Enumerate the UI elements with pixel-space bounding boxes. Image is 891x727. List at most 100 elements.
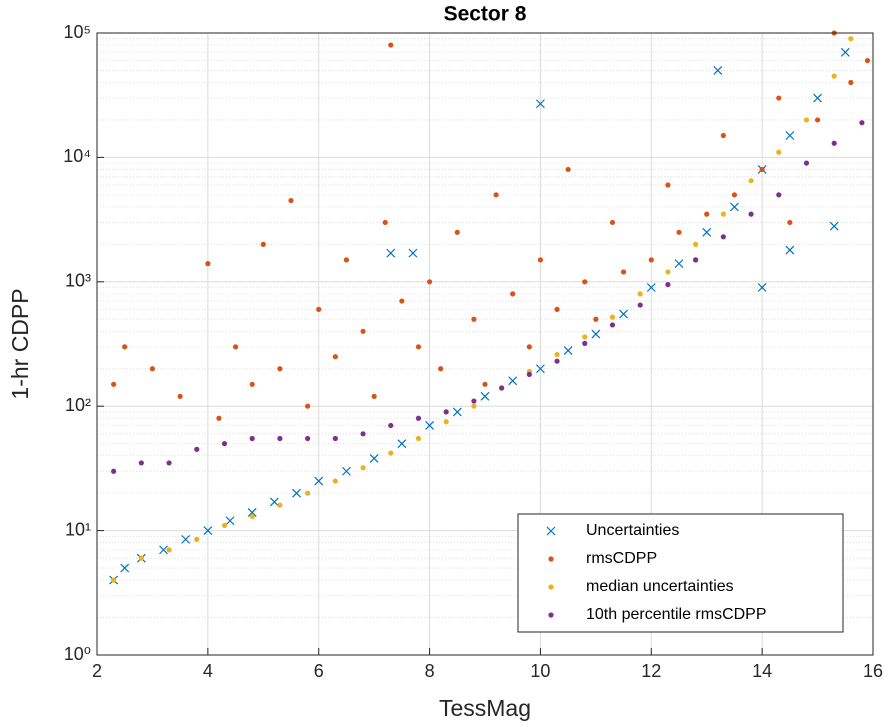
- data-point: [225, 516, 235, 526]
- data-point: [785, 245, 795, 255]
- y-axis-label: 1-hr CDPP: [7, 288, 33, 399]
- data-point: [471, 316, 477, 322]
- x-tick-label: 12: [641, 661, 661, 681]
- data-point: [582, 279, 588, 285]
- axes-frame: [96, 32, 874, 656]
- legend-marker: [546, 526, 556, 536]
- data-point: [159, 545, 168, 555]
- x-tick-label: 6: [314, 661, 324, 681]
- data-point: [776, 95, 782, 101]
- data-point: [232, 344, 239, 350]
- series-1: [111, 30, 871, 421]
- x-tick-label: 2: [92, 661, 102, 681]
- data-point: [194, 446, 200, 452]
- data-point: [637, 302, 643, 308]
- legend-label: median uncertainties: [586, 578, 734, 595]
- legend-label: rmsCDPP: [586, 550, 657, 567]
- data-point: [693, 241, 699, 247]
- data-point: [166, 547, 172, 553]
- data-point: [443, 419, 449, 425]
- data-point: [247, 507, 257, 517]
- data-point: [665, 182, 671, 188]
- series-3: [111, 120, 865, 474]
- legend-marker: [548, 584, 554, 590]
- data-point: [138, 555, 144, 561]
- data-point: [305, 490, 311, 496]
- data-point: [829, 221, 839, 231]
- data-point: [203, 526, 213, 536]
- data-point: [388, 422, 394, 429]
- x-tick-label: 8: [425, 661, 435, 681]
- data-point: [452, 407, 462, 417]
- data-point: [288, 197, 294, 204]
- y-tick-label: 10⁰: [64, 644, 91, 664]
- data-point: [438, 366, 444, 372]
- data-point: [565, 166, 571, 173]
- data-point: [637, 291, 643, 297]
- data-point: [205, 261, 211, 267]
- data-point: [471, 398, 477, 404]
- data-point: [776, 192, 782, 198]
- data-point: [582, 334, 588, 340]
- data-point: [138, 460, 144, 466]
- data-point: [386, 248, 396, 258]
- series-2: [111, 36, 854, 583]
- data-point: [813, 93, 822, 103]
- data-point: [443, 409, 449, 415]
- data-point: [332, 435, 338, 442]
- data-point: [676, 229, 682, 235]
- data-point: [803, 160, 810, 166]
- data-point: [848, 79, 854, 86]
- data-point: [731, 192, 738, 198]
- data-point: [609, 322, 616, 328]
- data-point: [388, 42, 394, 48]
- legend-box: [517, 513, 844, 633]
- y-tick-label: 10³: [65, 271, 91, 291]
- data-point: [609, 314, 616, 320]
- y-tick-label: 10²: [65, 395, 91, 415]
- data-point: [730, 202, 739, 212]
- data-point: [332, 354, 338, 360]
- data-point: [646, 283, 656, 292]
- data-point: [388, 450, 394, 456]
- data-point: [499, 385, 505, 391]
- data-point: [369, 454, 379, 463]
- data-point: [415, 435, 422, 442]
- x-tick-label: 14: [752, 661, 772, 681]
- data-point: [702, 227, 712, 237]
- data-point: [292, 488, 301, 498]
- data-point: [493, 192, 499, 198]
- data-point: [120, 563, 130, 573]
- data-point: [397, 439, 407, 449]
- data-point: [111, 577, 117, 583]
- data-point: [277, 502, 283, 508]
- y-tick-label: 10⁵: [64, 22, 91, 42]
- legend-marker: [548, 556, 554, 562]
- data-point: [360, 465, 366, 471]
- data-point: [720, 234, 726, 240]
- data-point: [221, 522, 228, 529]
- data-point: [831, 140, 837, 146]
- data-point: [720, 132, 726, 139]
- data-point: [181, 534, 191, 544]
- data-point: [277, 366, 283, 372]
- data-point: [415, 415, 422, 421]
- data-point: [471, 403, 477, 409]
- data-point: [864, 57, 871, 64]
- chart-title: Sector 8: [444, 3, 527, 26]
- legend: Uncertainties rmsCDPP median uncertainties…: [517, 513, 844, 633]
- data-point: [216, 415, 222, 421]
- data-point: [665, 281, 671, 288]
- data-point: [776, 149, 782, 155]
- data-point: [582, 340, 588, 346]
- data-point: [269, 497, 279, 507]
- x-tick-label: 16: [863, 661, 883, 681]
- data-point: [149, 366, 156, 372]
- data-point: [803, 117, 810, 123]
- data-point: [249, 513, 255, 520]
- y-tick-label: 10¹: [65, 519, 91, 539]
- data-point: [480, 391, 490, 401]
- data-point: [665, 269, 671, 275]
- data-point: [554, 358, 560, 364]
